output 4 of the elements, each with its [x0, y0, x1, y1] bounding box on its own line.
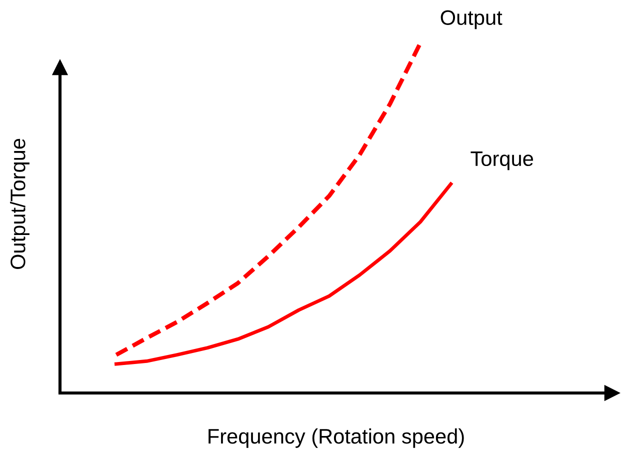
series-label: Output — [440, 10, 502, 30]
series-label: Torque — [470, 152, 534, 170]
x-axis-title: Frequency (Rotation speed) — [208, 428, 464, 448]
y-axis-title: Output/Torque — [10, 138, 30, 270]
